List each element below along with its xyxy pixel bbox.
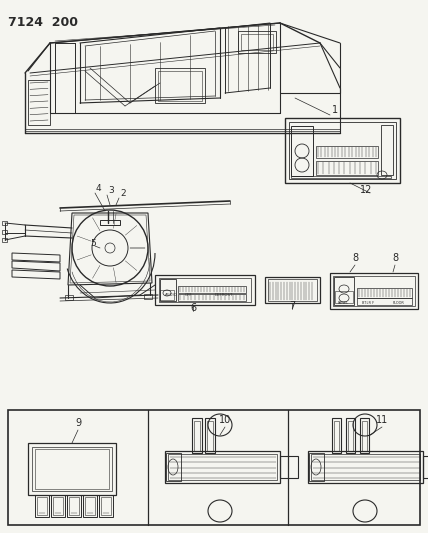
Bar — [35, 449, 109, 489]
Bar — [360, 418, 369, 453]
Bar — [330, 273, 418, 309]
Bar — [291, 126, 313, 176]
Bar — [35, 495, 49, 517]
Bar — [160, 279, 176, 301]
Bar — [101, 497, 111, 515]
Bar — [2, 230, 7, 234]
Bar — [65, 295, 73, 300]
Text: 8: 8 — [352, 253, 358, 263]
Text: 4: 4 — [96, 184, 101, 193]
Text: 11: 11 — [376, 415, 388, 425]
Bar — [285, 118, 400, 183]
Bar — [316, 161, 378, 175]
Bar — [178, 286, 246, 293]
Bar — [362, 421, 367, 451]
Bar — [268, 279, 317, 301]
Bar — [357, 288, 412, 298]
Text: 7: 7 — [289, 301, 295, 311]
Bar — [158, 71, 202, 101]
Bar — [311, 454, 420, 480]
Text: 9: 9 — [75, 418, 81, 428]
Bar — [192, 418, 202, 453]
Bar — [51, 495, 65, 517]
Bar — [168, 454, 277, 480]
Bar — [37, 497, 47, 515]
Bar — [155, 275, 255, 305]
Bar — [238, 31, 276, 53]
Bar — [348, 421, 353, 451]
Bar — [2, 238, 7, 242]
Bar — [155, 68, 205, 103]
Bar — [205, 418, 215, 453]
Bar — [333, 276, 415, 306]
Bar — [2, 221, 7, 225]
Bar — [28, 443, 116, 495]
Text: 5: 5 — [90, 239, 96, 248]
Bar — [207, 421, 213, 451]
Bar — [316, 146, 378, 158]
Bar — [67, 495, 81, 517]
Bar — [309, 453, 324, 481]
Text: 6: 6 — [190, 303, 196, 313]
Text: 8: 8 — [392, 253, 398, 263]
Text: 3: 3 — [108, 186, 114, 195]
Bar — [357, 298, 412, 305]
Bar — [178, 294, 246, 301]
Bar — [166, 453, 181, 481]
Bar — [381, 125, 393, 175]
Text: PANEL: PANEL — [338, 301, 349, 305]
Bar — [346, 418, 355, 453]
Bar — [334, 421, 339, 451]
Bar — [8, 410, 420, 525]
Bar — [165, 451, 280, 483]
Bar — [32, 447, 112, 491]
Bar — [100, 220, 120, 225]
Bar — [335, 291, 353, 303]
Bar — [332, 418, 341, 453]
Bar — [280, 456, 298, 478]
Bar — [291, 176, 391, 178]
Bar — [194, 421, 200, 451]
Bar — [53, 497, 63, 515]
Text: 12: 12 — [360, 185, 372, 195]
Text: 7124  200: 7124 200 — [8, 16, 78, 29]
Text: DEFROST: DEFROST — [215, 293, 233, 297]
Bar — [308, 451, 423, 483]
Bar — [85, 497, 95, 515]
Bar — [241, 34, 273, 50]
Text: FLOOR: FLOOR — [393, 301, 405, 305]
Bar — [334, 277, 354, 305]
Bar — [423, 456, 428, 478]
Bar — [144, 294, 152, 299]
Bar — [160, 290, 174, 300]
Bar — [83, 495, 97, 517]
Text: 1: 1 — [332, 105, 338, 115]
Bar — [289, 122, 396, 179]
Bar — [99, 495, 113, 517]
Text: AUDIO: AUDIO — [165, 293, 178, 297]
Text: BTLR F: BTLR F — [362, 301, 374, 305]
Text: 2: 2 — [120, 189, 126, 198]
Text: 10: 10 — [219, 415, 231, 425]
Bar — [265, 277, 320, 303]
Bar — [69, 497, 79, 515]
Text: OFF: OFF — [185, 293, 193, 297]
Bar — [159, 278, 251, 302]
Bar — [28, 80, 50, 125]
